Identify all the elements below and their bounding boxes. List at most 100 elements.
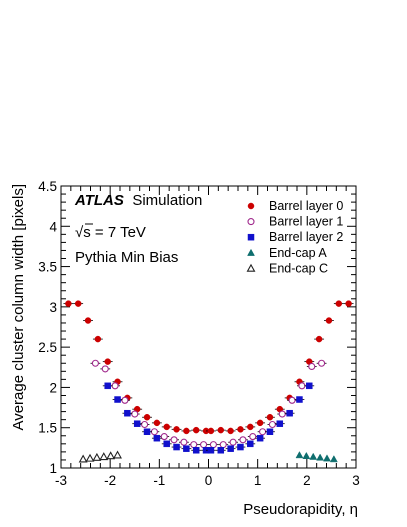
data-point bbox=[92, 452, 102, 461]
data-point bbox=[101, 365, 109, 373]
data-point bbox=[190, 441, 198, 449]
series-end-cap-c bbox=[78, 450, 122, 463]
data-point bbox=[183, 427, 190, 435]
data-point bbox=[316, 453, 325, 461]
data-point bbox=[160, 433, 168, 441]
data-point bbox=[143, 413, 151, 421]
data-point bbox=[183, 445, 190, 452]
data-point bbox=[298, 382, 306, 390]
data-point bbox=[229, 438, 237, 446]
legend-marker bbox=[247, 202, 255, 210]
data-point bbox=[266, 428, 274, 435]
data-point bbox=[278, 410, 286, 418]
data-point bbox=[288, 396, 296, 404]
data-point bbox=[308, 362, 316, 371]
data-point bbox=[239, 436, 247, 444]
data-point bbox=[91, 359, 99, 367]
x-tick-label: -2 bbox=[104, 473, 116, 488]
chart-text: Pseudorapidity, η Average cluster column… bbox=[10, 184, 358, 518]
legend-marker bbox=[247, 218, 255, 226]
data-point bbox=[84, 317, 92, 324]
data-point bbox=[173, 426, 180, 433]
data-point bbox=[153, 419, 161, 427]
y-tick-label: 2 bbox=[49, 380, 57, 395]
data-point bbox=[237, 443, 244, 451]
series-barrel-layer-2 bbox=[102, 382, 315, 454]
x-axis-title: Pseudorapidity, η bbox=[243, 501, 358, 518]
data-point bbox=[65, 300, 72, 307]
legend-label: End-cap A bbox=[269, 246, 327, 260]
data-point bbox=[133, 420, 141, 427]
data-point bbox=[237, 426, 244, 433]
x-tick-label: 3 bbox=[352, 473, 360, 488]
data-point bbox=[247, 440, 254, 448]
data-point bbox=[219, 441, 227, 449]
y-tick-label: 1 bbox=[49, 461, 57, 476]
data-point bbox=[150, 428, 158, 436]
data-point bbox=[170, 436, 178, 444]
legend-label: Barrel layer 2 bbox=[269, 230, 343, 244]
data-point bbox=[99, 452, 109, 461]
data-point bbox=[266, 413, 274, 421]
data-point bbox=[200, 441, 208, 449]
series-barrel-layer-1 bbox=[90, 359, 327, 449]
series-end-cap-a bbox=[295, 451, 338, 463]
data-point bbox=[163, 423, 170, 431]
data-point bbox=[256, 419, 264, 427]
data-point bbox=[207, 447, 215, 454]
x-tick-label: 1 bbox=[254, 473, 262, 488]
atlas-suffix: Simulation bbox=[132, 192, 202, 209]
data-point bbox=[111, 382, 119, 390]
y-tick-label: 3.5 bbox=[38, 260, 57, 275]
series-barrel-layer-0 bbox=[63, 300, 354, 435]
data-point bbox=[227, 445, 234, 452]
data-point bbox=[268, 420, 276, 429]
data-point bbox=[104, 358, 111, 365]
data-point bbox=[143, 428, 151, 435]
y-tick-label: 4.5 bbox=[38, 179, 57, 194]
legend-marker bbox=[247, 233, 255, 241]
legend-label: Barrel layer 0 bbox=[269, 199, 343, 213]
y-tick-label: 2.5 bbox=[38, 340, 57, 355]
data-point bbox=[217, 447, 225, 454]
data-point bbox=[78, 454, 88, 463]
x-tick-label: 2 bbox=[303, 473, 311, 488]
data-point bbox=[74, 300, 82, 307]
data-point bbox=[217, 426, 225, 434]
data-point bbox=[295, 451, 304, 459]
data-point bbox=[121, 396, 129, 404]
data-point bbox=[180, 438, 188, 446]
x-tick-label: -1 bbox=[153, 473, 165, 488]
atlas-brand: ATLAS bbox=[74, 192, 124, 209]
data-point bbox=[323, 454, 331, 462]
data-point bbox=[259, 428, 267, 436]
data-point bbox=[173, 443, 180, 451]
data-point bbox=[296, 396, 303, 403]
data-point bbox=[329, 455, 338, 463]
data-point bbox=[192, 447, 200, 454]
data-point bbox=[309, 452, 318, 460]
data-point bbox=[207, 427, 215, 435]
data-point bbox=[315, 335, 323, 343]
data-point bbox=[131, 410, 139, 418]
data-point bbox=[94, 335, 102, 343]
sample-label: Pythia Min Bias bbox=[75, 249, 178, 266]
y-axis-title: Average cluster column width [pixels] bbox=[10, 184, 27, 431]
data-point bbox=[276, 420, 284, 427]
data-point bbox=[302, 451, 311, 459]
data-point bbox=[153, 434, 161, 442]
data-point bbox=[209, 441, 217, 449]
energy-label: √s = 7 TeV bbox=[75, 224, 146, 241]
legend-marker bbox=[246, 263, 256, 272]
data-point bbox=[256, 434, 264, 442]
data-point bbox=[249, 433, 257, 441]
data-point bbox=[192, 426, 200, 434]
data-point bbox=[335, 300, 343, 307]
axes: -3 -2 -1 0 1 2 3 1 1.5 2 2.5 3 3.5 4 4.5 bbox=[38, 179, 360, 488]
data-point bbox=[227, 427, 234, 435]
legend-marker bbox=[247, 248, 255, 256]
data-point bbox=[106, 451, 116, 460]
legend-label: End-cap C bbox=[269, 261, 328, 275]
data-point bbox=[318, 359, 326, 367]
data-point bbox=[124, 409, 131, 417]
